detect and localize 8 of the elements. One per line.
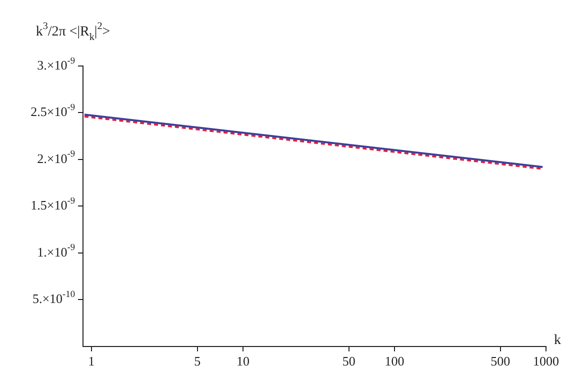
x-axis-title: k [554,333,561,348]
x-tick-label: 500 [490,354,510,369]
x-tick-label: 100 [384,354,404,369]
x-tick-label: 1 [88,354,95,369]
x-tick-label: 50 [342,354,356,369]
x-tick-label: 5 [194,354,201,369]
x-tick-label: 10 [236,354,250,369]
x-tick-label: 1000 [533,354,559,369]
